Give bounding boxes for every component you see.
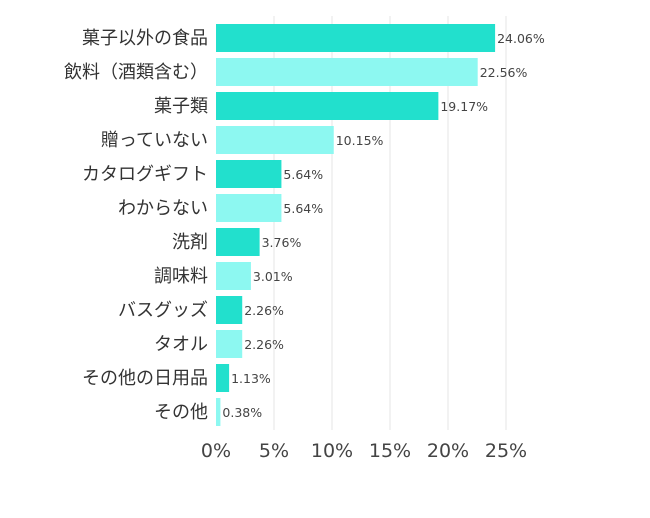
bar-3 [216, 126, 334, 154]
x-tick-label-5: 5% [259, 440, 289, 462]
value-label-2: 19.17% [440, 99, 488, 114]
category-label-3: 贈っていない [101, 130, 208, 151]
bar-2 [216, 92, 439, 120]
value-label-9: 2.26% [244, 337, 284, 352]
value-label-10: 1.13% [231, 371, 271, 386]
value-label-4: 5.64% [283, 167, 323, 182]
category-label-5: わからない [118, 198, 208, 219]
value-labels: 24.06% 22.56% 19.17% 10.15% 5.64% 5.64% 3.76% 3… [222, 31, 544, 420]
x-axis-ticks: 0% 5% 10% 15% 20% 25% [201, 440, 527, 462]
category-label-6: 洗剤 [172, 232, 208, 253]
value-label-3: 10.15% [336, 133, 384, 148]
bar-0 [216, 24, 496, 52]
category-label-8: バスグッズ [118, 300, 208, 321]
bar-9 [216, 330, 243, 358]
value-label-6: 3.76% [262, 235, 302, 250]
bar-4 [216, 160, 282, 188]
x-tick-label-0: 0% [201, 440, 231, 462]
bar-7 [216, 262, 251, 290]
category-label-1: 飲料（酒類含む） [64, 62, 208, 83]
value-label-1: 22.56% [480, 65, 528, 80]
category-label-4: カタログギフト [82, 164, 208, 185]
bar-5 [216, 194, 282, 222]
category-label-0: 菓子以外の食品 [82, 28, 208, 49]
category-label-11: その他 [154, 402, 208, 423]
category-label-10: その他の日用品 [82, 368, 208, 389]
x-tick-label-20: 20% [427, 440, 469, 462]
category-label-2: 菓子類 [154, 96, 208, 117]
value-label-8: 2.26% [244, 303, 284, 318]
bar-10 [216, 364, 230, 392]
x-tick-label-25: 25% [485, 440, 527, 462]
bar-1 [216, 58, 478, 86]
bars-layer [216, 24, 496, 426]
bar-11 [216, 398, 221, 426]
x-tick-label-10: 10% [311, 440, 353, 462]
value-label-5: 5.64% [283, 201, 323, 216]
value-label-11: 0.38% [222, 405, 262, 420]
value-label-7: 3.01% [253, 269, 293, 284]
category-label-7: 調味料 [154, 266, 208, 287]
x-tick-label-15: 15% [369, 440, 411, 462]
bar-6 [216, 228, 260, 256]
value-label-0: 24.06% [497, 31, 545, 46]
category-label-9: タオル [154, 334, 208, 355]
bar-8 [216, 296, 243, 324]
